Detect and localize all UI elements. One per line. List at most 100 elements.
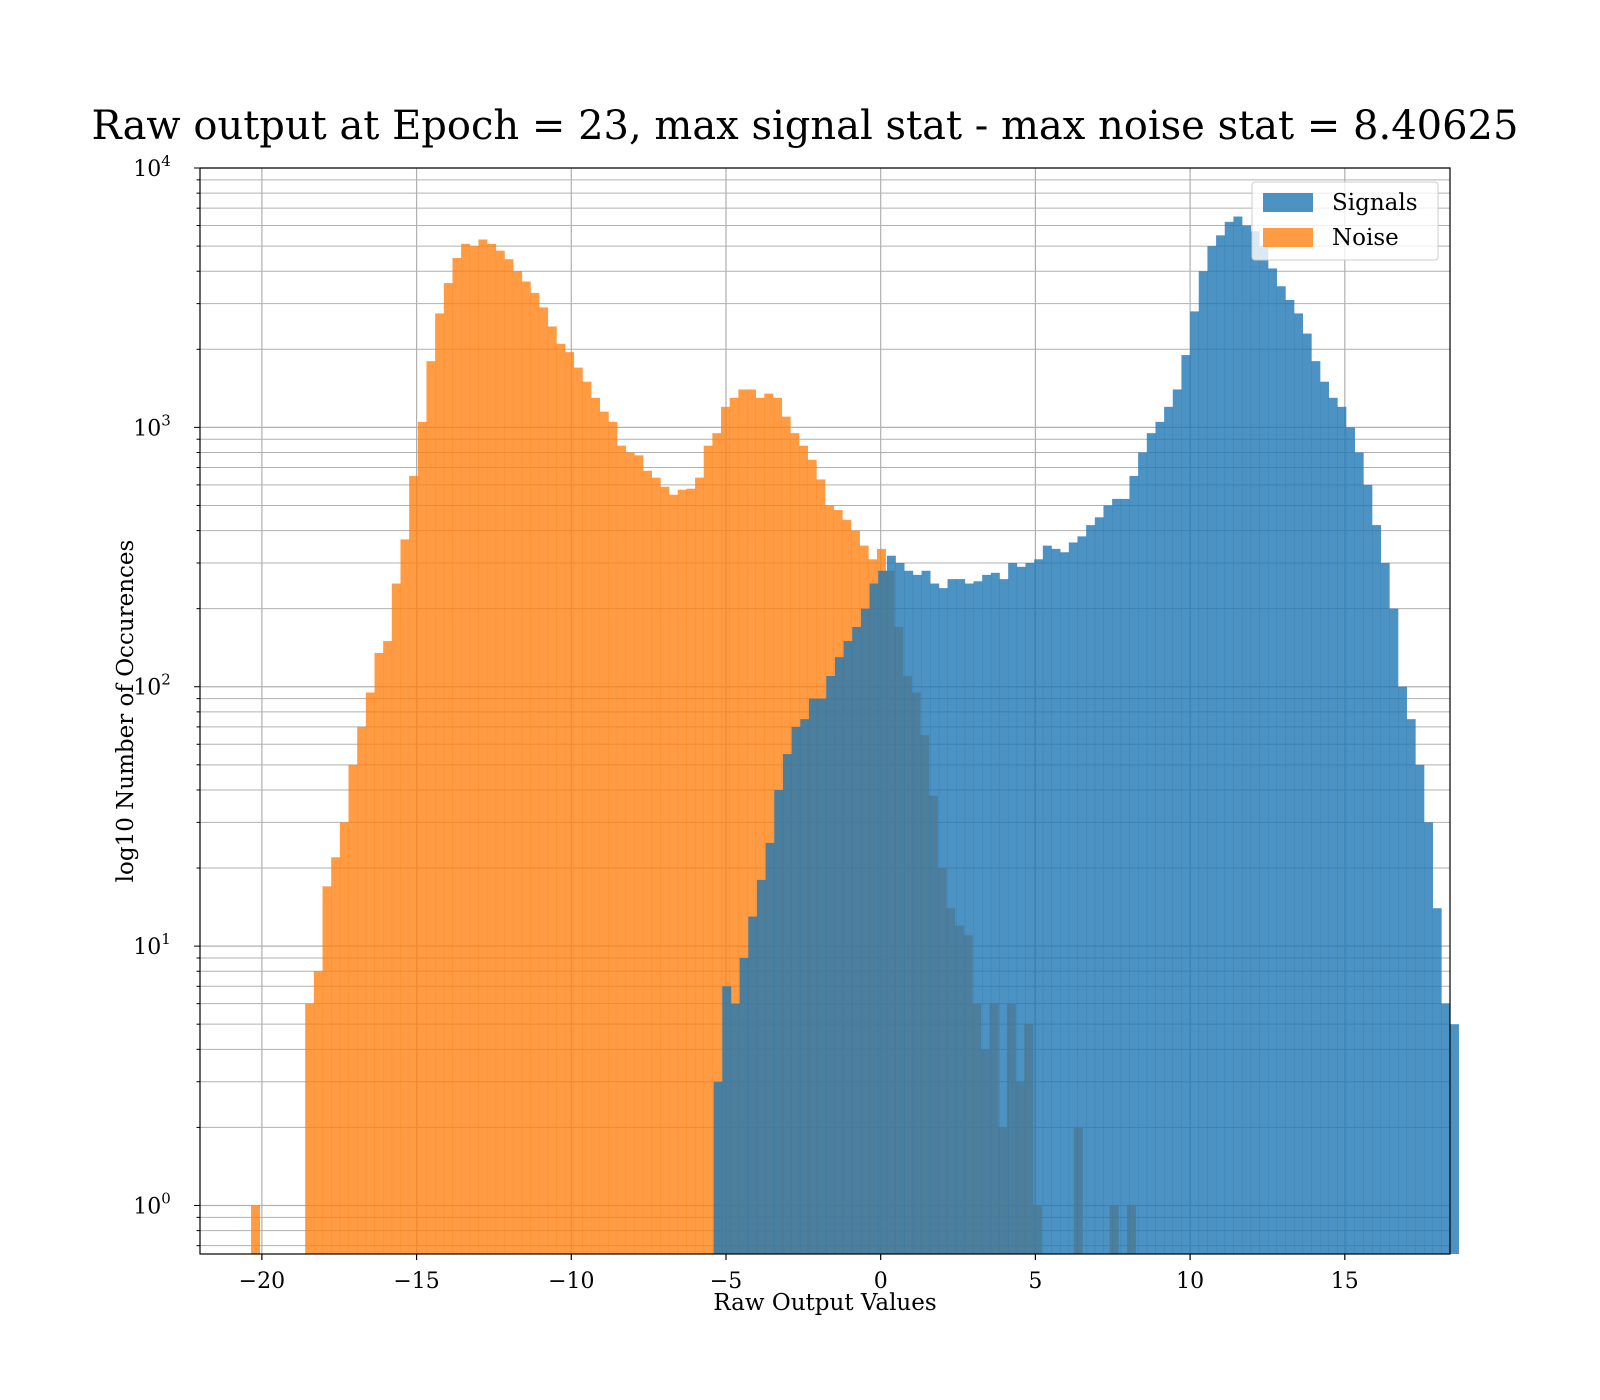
bar-signals: [1268, 268, 1278, 1254]
bar-noise: [755, 397, 765, 1254]
bar-signals: [1138, 452, 1148, 1254]
bar-signals: [730, 1003, 740, 1254]
bar-noise: [495, 250, 505, 1255]
bar-signals: [791, 726, 801, 1254]
bar-signals: [869, 583, 879, 1254]
x-axis-ticks: −20 −15 −10 −5 0 5 10 15: [239, 1254, 1359, 1294]
x-tick-label: 0: [874, 1269, 888, 1294]
bar-noise: [469, 246, 479, 1254]
bar-noise: [729, 397, 739, 1254]
bar-signals: [1077, 536, 1087, 1254]
bar-noise: [617, 445, 627, 1254]
bar-noise: [573, 367, 583, 1254]
bar-noise: [764, 393, 774, 1255]
bar-noise: [443, 283, 453, 1255]
bar-noise: [478, 239, 488, 1254]
bar-signals: [1172, 389, 1182, 1254]
bar-signals: [1354, 452, 1364, 1254]
legend: Signals Noise: [1251, 181, 1439, 261]
bar-signals: [1016, 566, 1026, 1254]
bar-noise: [365, 692, 375, 1254]
bar-noise: [625, 452, 635, 1254]
bar-noise: [521, 281, 531, 1255]
series-signals: [713, 216, 1459, 1255]
bar-signals: [1415, 764, 1425, 1254]
bar-noise: [591, 397, 601, 1254]
bar-noise: [669, 494, 679, 1255]
bar-signals: [1311, 361, 1321, 1254]
chart-title: Raw output at Epoch = 23, max signal sta…: [92, 103, 1519, 149]
bar-signals: [1302, 333, 1312, 1254]
bar-signals: [973, 581, 983, 1254]
bar-noise: [703, 445, 713, 1254]
bar-signals: [1008, 562, 1018, 1254]
bar-signals: [956, 579, 966, 1254]
bar-signals: [878, 570, 888, 1254]
y-tick-label: 100: [133, 1189, 171, 1219]
bar-noise: [461, 243, 471, 1255]
bar-signals: [930, 583, 940, 1254]
y-tick-label: 101: [133, 930, 171, 960]
bar-noise: [391, 583, 401, 1254]
x-tick-label: 5: [1028, 1269, 1042, 1294]
bar-signals: [1103, 505, 1113, 1254]
bar-signals: [808, 698, 818, 1254]
bar-signals: [947, 579, 957, 1254]
bar-signals: [1164, 406, 1174, 1254]
bar-signals: [895, 562, 905, 1254]
bar-noise: [677, 489, 687, 1254]
bar-signals: [904, 570, 914, 1254]
bar-signals: [1320, 381, 1330, 1254]
bar-noise: [322, 886, 332, 1254]
bar-signals: [782, 754, 792, 1254]
bar-signals: [1146, 433, 1156, 1254]
bar-noise: [251, 1205, 261, 1254]
y-axis-ticks: 100 101 102 103 104: [133, 152, 200, 1247]
bar-signals: [1190, 311, 1200, 1254]
bar-noise: [599, 411, 609, 1255]
bar-signals: [886, 555, 896, 1254]
bar-signals: [1372, 525, 1381, 1254]
bar-signals: [1094, 517, 1104, 1254]
bar-signals: [982, 574, 992, 1254]
bar-noise: [530, 292, 540, 1254]
bar-signals: [1398, 686, 1407, 1254]
bar-noise: [487, 243, 497, 1255]
bar-noise: [426, 361, 436, 1254]
legend-swatch-signals: [1263, 193, 1313, 212]
bar-noise: [643, 470, 653, 1254]
bar-signals: [1068, 542, 1078, 1254]
bar-noise: [539, 307, 549, 1254]
y-tick-label: 102: [133, 671, 171, 701]
bar-signals: [1285, 299, 1295, 1255]
bar-signals: [1060, 552, 1070, 1254]
bar-signals: [1432, 908, 1442, 1254]
bar-signals: [739, 957, 749, 1254]
bar-noise: [409, 475, 419, 1255]
bar-noise: [417, 421, 427, 1254]
bar-signals: [843, 641, 853, 1254]
bar-signals: [1337, 406, 1347, 1254]
bar-signals: [1216, 235, 1226, 1254]
bar-signals: [964, 583, 974, 1254]
bar-signals: [1294, 313, 1304, 1254]
bar-signals: [990, 572, 1000, 1254]
bar-noise: [747, 389, 756, 1254]
bar-signals: [1042, 545, 1052, 1254]
bar-noise: [695, 477, 705, 1254]
bar-noise: [313, 971, 323, 1254]
bar-signals: [1129, 475, 1139, 1255]
bar-signals: [765, 842, 775, 1254]
bar-noise: [435, 313, 445, 1254]
bar-signals: [1086, 525, 1096, 1254]
bar-signals: [1424, 822, 1433, 1254]
x-tick-label: −15: [393, 1269, 439, 1294]
bar-signals: [921, 570, 931, 1254]
bar-signals: [1155, 421, 1165, 1254]
bar-noise: [383, 641, 393, 1254]
bar-signals: [1450, 1024, 1459, 1254]
bar-noise: [331, 857, 341, 1254]
bar-signals: [722, 986, 732, 1254]
bar-noise: [513, 271, 523, 1254]
